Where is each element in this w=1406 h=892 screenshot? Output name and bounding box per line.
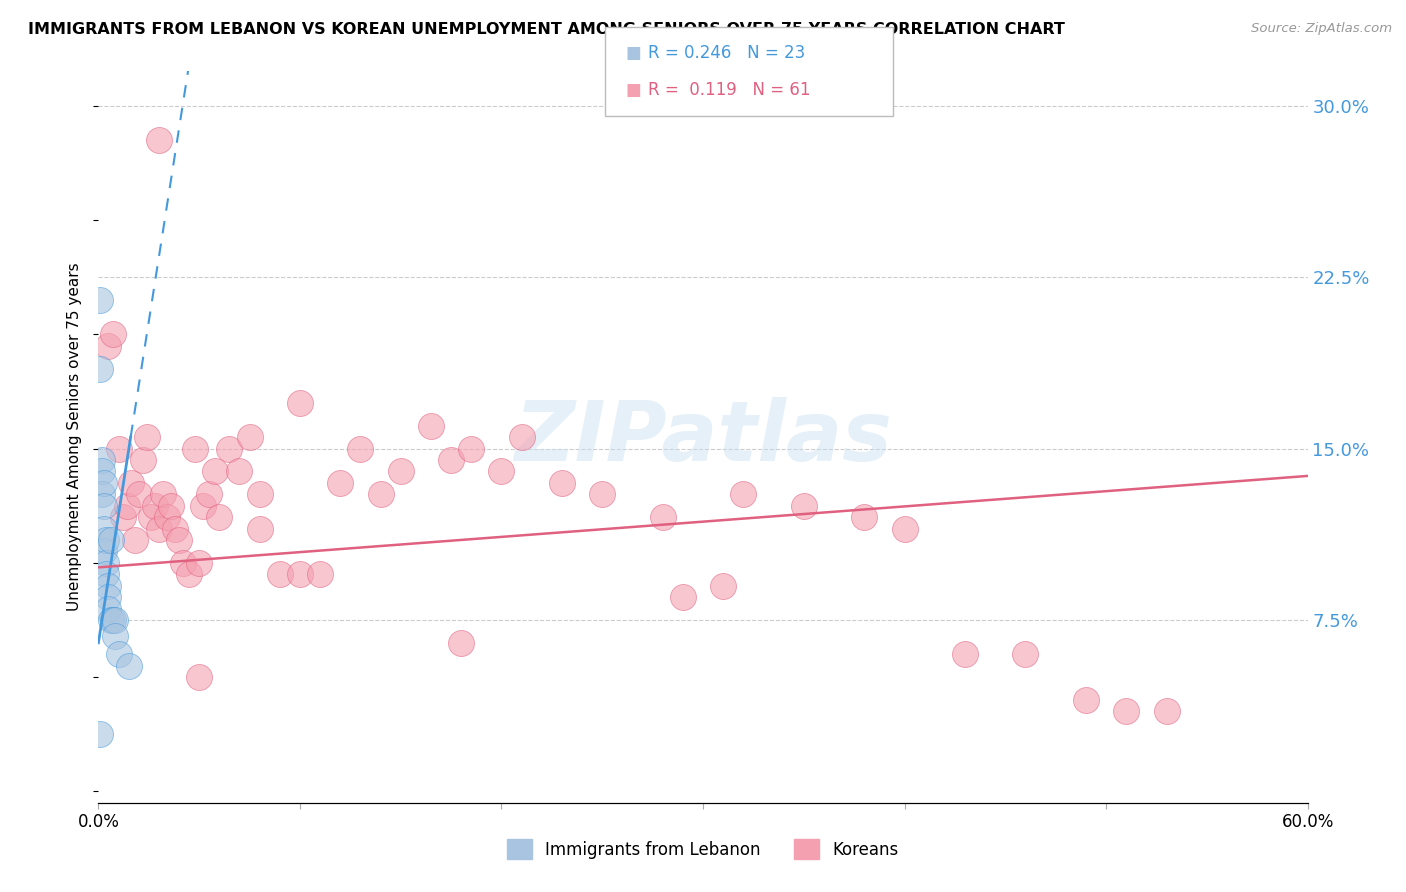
Point	[89, 361, 111, 376]
Point	[93, 499, 115, 513]
Point	[651, 510, 673, 524]
Text: Source: ZipAtlas.com: Source: ZipAtlas.com	[1251, 22, 1392, 36]
Point	[188, 670, 211, 684]
Point	[100, 533, 122, 547]
Point	[198, 487, 221, 501]
Point	[111, 510, 134, 524]
Point	[172, 556, 194, 570]
Point	[160, 499, 183, 513]
Point	[1014, 647, 1036, 661]
Point	[953, 647, 976, 661]
Point	[370, 487, 392, 501]
Point	[204, 464, 226, 478]
Point	[91, 487, 114, 501]
Point	[156, 510, 179, 524]
Point	[107, 442, 129, 456]
Point	[107, 647, 129, 661]
Point	[91, 453, 114, 467]
Point	[135, 430, 157, 444]
Point	[179, 567, 201, 582]
Point	[132, 453, 155, 467]
Point	[450, 636, 472, 650]
Point	[143, 499, 166, 513]
Point	[167, 533, 190, 547]
Point	[389, 464, 412, 478]
Point	[893, 521, 915, 535]
Point	[249, 487, 271, 501]
Point	[349, 442, 371, 456]
Point	[491, 464, 513, 478]
Point	[239, 430, 262, 444]
Point	[420, 418, 443, 433]
Point	[97, 339, 120, 353]
Point	[128, 487, 150, 501]
Point	[120, 475, 142, 490]
Point	[1115, 705, 1137, 719]
Legend: Immigrants from Lebanon, Koreans: Immigrants from Lebanon, Koreans	[499, 830, 907, 868]
Point	[460, 442, 482, 456]
Point	[269, 567, 291, 582]
Point	[733, 487, 755, 501]
Point	[93, 521, 115, 535]
Point	[97, 590, 120, 604]
Text: IMMIGRANTS FROM LEBANON VS KOREAN UNEMPLOYMENT AMONG SENIORS OVER 75 YEARS CORRE: IMMIGRANTS FROM LEBANON VS KOREAN UNEMPL…	[28, 22, 1064, 37]
Point	[139, 510, 162, 524]
Point	[711, 579, 734, 593]
Point	[97, 579, 120, 593]
Point	[152, 487, 174, 501]
Point	[93, 475, 115, 490]
Point	[329, 475, 352, 490]
Point	[96, 533, 118, 547]
Point	[124, 533, 146, 547]
Point	[288, 396, 311, 410]
Point	[551, 475, 574, 490]
Text: ■: ■	[626, 44, 641, 62]
Point	[97, 601, 120, 615]
Point	[89, 293, 111, 307]
Point	[218, 442, 240, 456]
Text: R = 0.246   N = 23: R = 0.246 N = 23	[648, 44, 806, 62]
Point	[118, 658, 141, 673]
Point	[249, 521, 271, 535]
Point	[188, 556, 211, 570]
Point	[101, 327, 124, 342]
Point	[228, 464, 250, 478]
Point	[103, 629, 125, 643]
Point	[853, 510, 876, 524]
Point	[100, 613, 122, 627]
Point	[184, 442, 207, 456]
Text: ■: ■	[626, 81, 641, 99]
Point	[208, 510, 231, 524]
Point	[591, 487, 613, 501]
Point	[510, 430, 533, 444]
Point	[89, 727, 111, 741]
Point	[96, 567, 118, 582]
Point	[101, 613, 124, 627]
Point	[96, 556, 118, 570]
Point	[193, 499, 215, 513]
Point	[163, 521, 186, 535]
Point	[103, 613, 125, 627]
Point	[288, 567, 311, 582]
Point	[91, 464, 114, 478]
Y-axis label: Unemployment Among Seniors over 75 years: Unemployment Among Seniors over 75 years	[67, 263, 83, 611]
Point	[148, 521, 170, 535]
Point	[309, 567, 332, 582]
Point	[93, 544, 115, 558]
Point	[1156, 705, 1178, 719]
Point	[148, 133, 170, 147]
Point	[440, 453, 463, 467]
Point	[115, 499, 138, 513]
Text: ZIPatlas: ZIPatlas	[515, 397, 891, 477]
Text: R =  0.119   N = 61: R = 0.119 N = 61	[648, 81, 811, 99]
Point	[672, 590, 695, 604]
Point	[1074, 693, 1097, 707]
Point	[793, 499, 815, 513]
